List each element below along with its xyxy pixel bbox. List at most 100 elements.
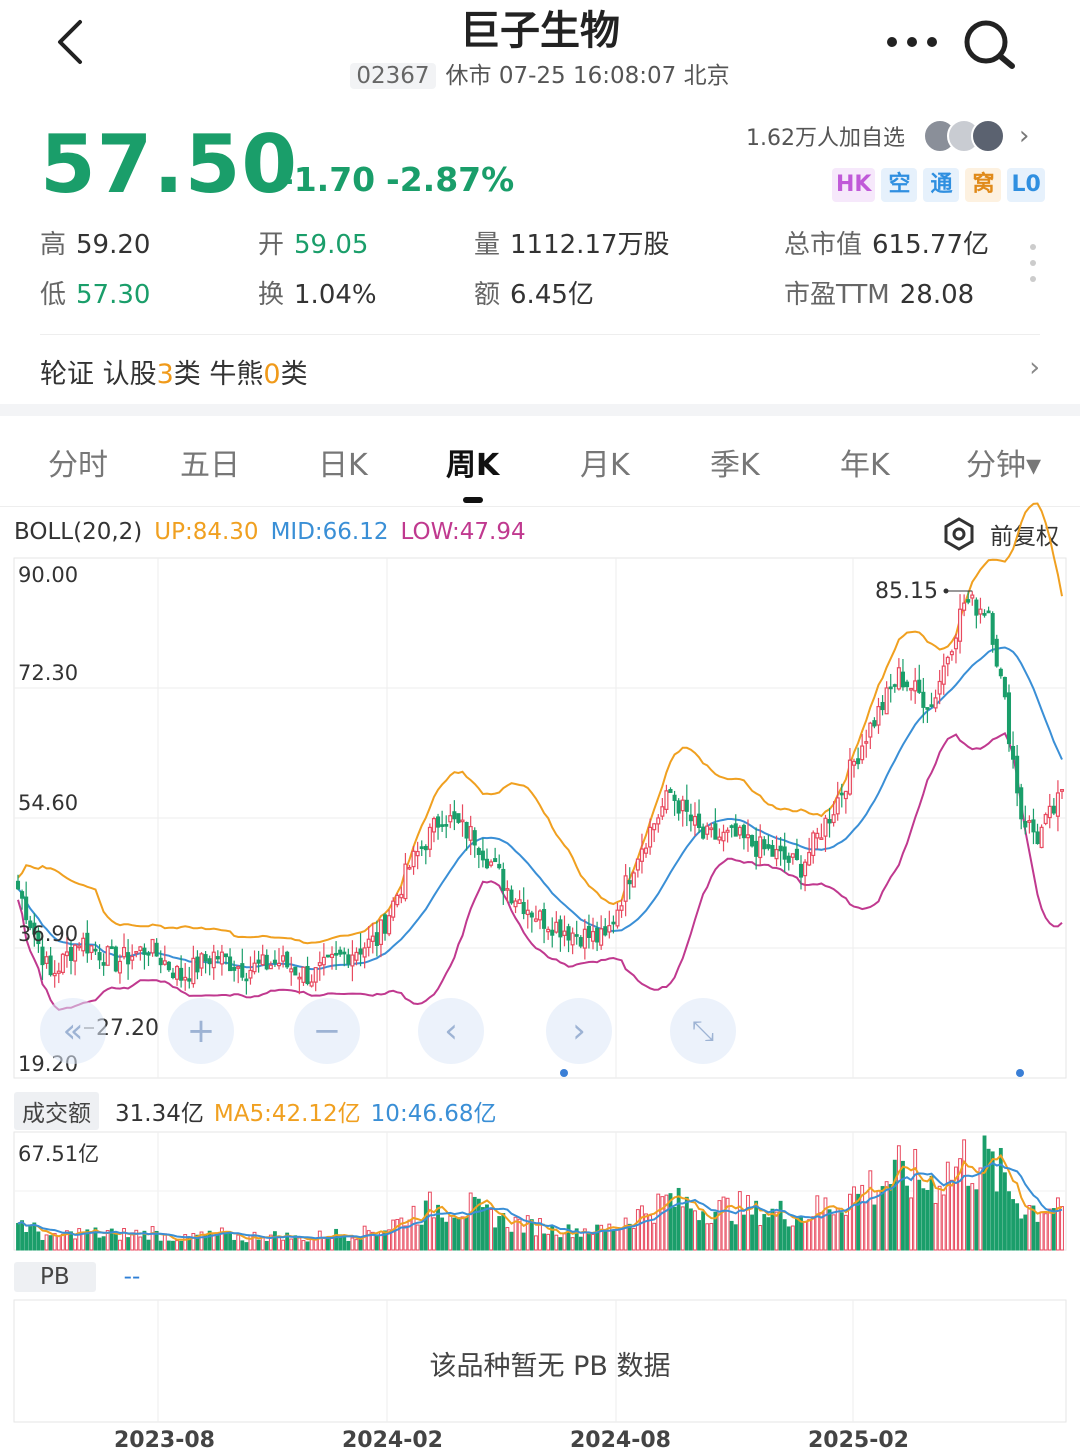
candle-body (175, 965, 180, 980)
volume-bar (448, 1215, 453, 1251)
volume-bar (574, 1228, 579, 1251)
candle-body (497, 863, 502, 869)
volume-bar (970, 1183, 975, 1251)
candle-body (1019, 787, 1024, 820)
adjust-mode-button[interactable]: 前复权 (942, 514, 1059, 554)
volume-bar (827, 1209, 832, 1251)
volume-bar (256, 1239, 261, 1251)
scroll-right-button[interactable]: › (546, 998, 612, 1064)
candle-body (660, 806, 665, 817)
volume-bar (672, 1206, 677, 1251)
stock-tag[interactable]: L0 (1007, 168, 1045, 202)
tab-7[interactable]: 分钟▾ (966, 448, 1042, 483)
tab-2[interactable]: 日K (318, 448, 368, 483)
candle-body (501, 868, 506, 892)
candle-body (505, 888, 510, 891)
volume-indicator-selector[interactable]: 成交额 (14, 1092, 99, 1130)
stock-tag[interactable]: 空 (881, 168, 918, 202)
volume-bar (36, 1231, 41, 1251)
volume-bar (309, 1238, 314, 1251)
tab-6[interactable]: 年K (840, 448, 890, 483)
candle-body (937, 680, 942, 695)
volume-bar (427, 1191, 432, 1251)
candle-body (423, 845, 428, 851)
tab-3[interactable]: 周K (446, 448, 500, 483)
candle-body (452, 811, 457, 820)
candle-body (126, 952, 131, 965)
stock-tag[interactable]: 通 (923, 168, 960, 202)
volume-bar (705, 1223, 710, 1251)
avatar (971, 119, 1005, 153)
zoom-in-button[interactable]: + (168, 998, 234, 1064)
tab-4[interactable]: 月K (580, 448, 630, 483)
volume-bar (566, 1224, 571, 1251)
boll-name: BOLL(20,2) (14, 519, 143, 545)
more-options-icon[interactable] (884, 28, 940, 56)
volume-bar (770, 1208, 775, 1251)
warrants-row[interactable]: 轮证 认股3类 牛熊0类 › (40, 352, 1040, 390)
candle-body (493, 858, 498, 863)
fullscreen-icon[interactable]: ⤡ (670, 998, 736, 1064)
volume-bar (93, 1227, 98, 1251)
volume-bar (533, 1235, 538, 1251)
back-arrow-icon[interactable] (50, 18, 90, 66)
candle-body (215, 956, 220, 960)
volume-bar (497, 1216, 502, 1251)
volume-bar (994, 1191, 999, 1251)
candle-body (48, 955, 53, 976)
boll-low-line (17, 732, 1063, 1011)
volume-bar (725, 1197, 730, 1251)
candle-body (89, 945, 94, 954)
volume-bar (293, 1235, 298, 1251)
volume-bar (109, 1228, 114, 1251)
candle-body (958, 608, 963, 642)
volume-bar (1031, 1205, 1036, 1251)
volume-bar (888, 1184, 893, 1251)
candle-body (73, 944, 78, 962)
stock-tag[interactable]: HK (832, 168, 876, 202)
search-icon[interactable] (960, 16, 1020, 72)
candle-body (672, 794, 677, 801)
stock-tag[interactable]: 窝 (965, 168, 1002, 202)
volume-bar (358, 1239, 363, 1251)
candle-body (517, 899, 522, 904)
volume-bar (966, 1185, 971, 1251)
chevron-right-icon: › (1029, 352, 1040, 383)
settings-gear-icon (944, 517, 974, 551)
volume-bar (179, 1240, 184, 1251)
pb-indicator-selector[interactable]: PB (14, 1262, 96, 1292)
volume-bar (395, 1218, 400, 1251)
candle-body (419, 846, 424, 849)
tab-0[interactable]: 分时 (48, 448, 108, 483)
volume-bar (521, 1232, 526, 1251)
watchlist-count[interactable]: 1.62万人加自选 › (746, 116, 1029, 156)
volume-bar (472, 1196, 477, 1251)
candle-body (244, 978, 249, 982)
candle-body (476, 848, 481, 855)
candle-body (285, 951, 290, 968)
candle-body (1039, 826, 1044, 849)
volume-bar (342, 1234, 347, 1251)
volume-bar (370, 1231, 375, 1251)
more-stats-handle[interactable] (1030, 244, 1038, 284)
tab-1[interactable]: 五日 (180, 448, 240, 483)
zoom-out-button[interactable]: − (294, 998, 360, 1064)
volume-bar (648, 1215, 653, 1251)
candle-body (117, 960, 122, 974)
pb-empty-message: 该品种暂无 PB 数据 (429, 1351, 671, 1382)
volume-bar (741, 1214, 746, 1251)
volume-bar (69, 1231, 73, 1251)
volume-bar (285, 1232, 290, 1251)
volume-bar (509, 1231, 514, 1251)
candle-body (252, 962, 257, 973)
candle-body (839, 792, 844, 796)
volume-bar (464, 1216, 469, 1251)
volume-bar (77, 1228, 82, 1251)
volume-bar (525, 1215, 530, 1251)
tab-5[interactable]: 季K (710, 448, 760, 483)
scroll-left-fast-button[interactable]: « (40, 998, 106, 1064)
scroll-left-button[interactable]: ‹ (418, 998, 484, 1064)
candle-body (489, 861, 494, 866)
volume-bar (550, 1225, 555, 1251)
